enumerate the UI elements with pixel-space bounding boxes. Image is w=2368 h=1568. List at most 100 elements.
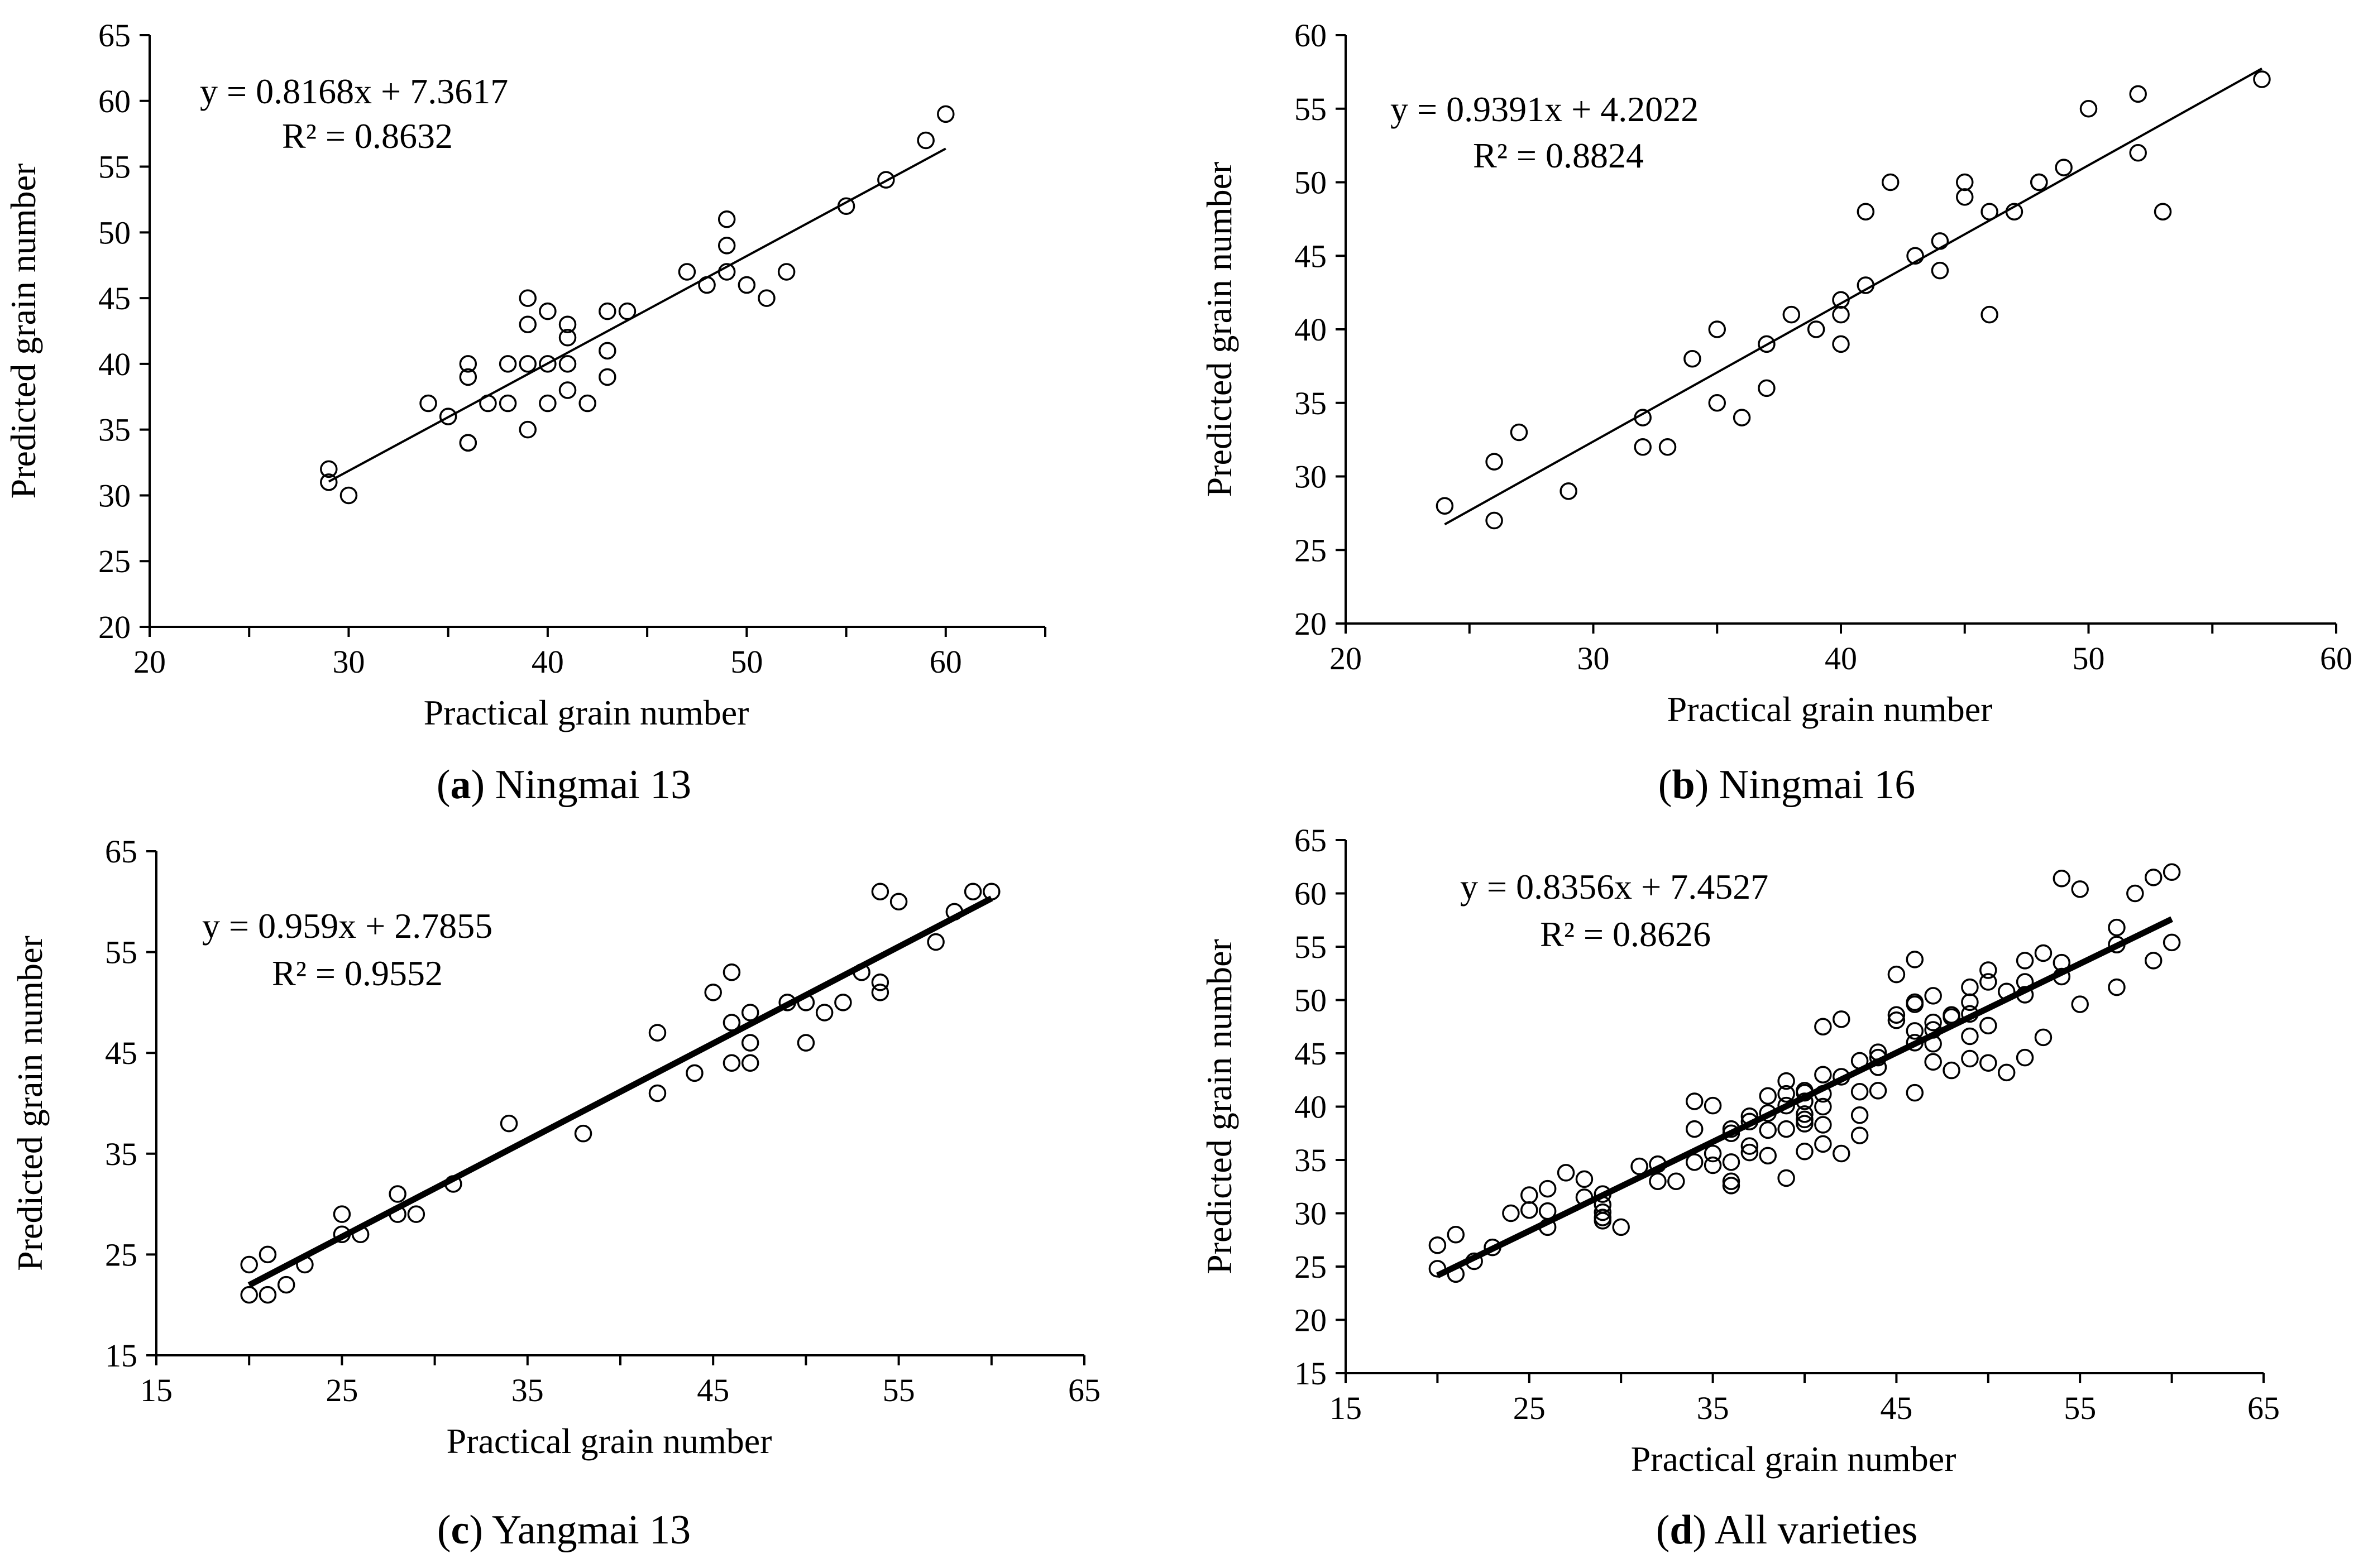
r-squared-label: R² = 0.8824 bbox=[1473, 136, 1644, 175]
data-point bbox=[2108, 918, 2126, 937]
data-point bbox=[1814, 1018, 1832, 1035]
caption-close: ) bbox=[469, 1507, 483, 1553]
data-point bbox=[1832, 305, 1850, 324]
data-point bbox=[2016, 973, 2034, 991]
data-point bbox=[2126, 884, 2144, 903]
data-point bbox=[1814, 1116, 1832, 1134]
data-point bbox=[599, 342, 616, 360]
y-tick-label: 25 bbox=[1294, 1249, 1327, 1285]
data-point bbox=[1722, 1172, 1740, 1190]
data-point bbox=[1740, 1107, 1759, 1125]
trendline bbox=[328, 147, 946, 483]
data-point bbox=[1759, 1147, 1777, 1165]
data-point bbox=[1740, 1137, 1759, 1155]
y-axis-label: Predicted grain number bbox=[1199, 939, 1239, 1274]
data-point bbox=[2253, 70, 2271, 88]
caption-d: (d) All varieties bbox=[1656, 1507, 1918, 1553]
data-point bbox=[2053, 870, 2071, 888]
data-point bbox=[1814, 1097, 1832, 1116]
data-point bbox=[1924, 987, 1942, 1005]
data-point bbox=[1869, 1058, 1887, 1076]
panel-c: 15 25 35 45 55 65 15 25 35 45 55 65 Practical grain … bbox=[10, 833, 1101, 1461]
data-point bbox=[1931, 232, 1949, 250]
data-point bbox=[419, 394, 437, 413]
r-squared-label: R² = 0.8626 bbox=[1540, 914, 1711, 954]
x-tick-label: 25 bbox=[326, 1372, 358, 1408]
data-point bbox=[1759, 1121, 1777, 1139]
data-point bbox=[1869, 1082, 1887, 1100]
data-point bbox=[1956, 188, 1974, 206]
data-point bbox=[2030, 173, 2048, 191]
y-tick-label: 60 bbox=[98, 83, 131, 119]
x-tick-label: 50 bbox=[730, 644, 763, 680]
data-point bbox=[240, 1286, 258, 1304]
data-point bbox=[444, 1175, 462, 1193]
data-point bbox=[1814, 1135, 1832, 1153]
y-tick-label: 45 bbox=[105, 1035, 137, 1071]
panel-a: 20 30 40 50 60 20 25 30 35 40 45 50 55 60 65 Practical … bbox=[3, 17, 1046, 732]
data-point bbox=[558, 381, 577, 399]
data-point bbox=[723, 1054, 741, 1072]
data-point bbox=[1502, 1204, 1520, 1222]
data-point bbox=[599, 302, 616, 320]
x-tick-label: 65 bbox=[2247, 1390, 2280, 1426]
caption-name: Ningmai 13 bbox=[485, 762, 691, 808]
regression-equation: y = 0.8356x + 7.4527 bbox=[1460, 867, 1768, 907]
y-tick-label: 35 bbox=[105, 1136, 137, 1172]
y-tick-label: 35 bbox=[98, 412, 131, 448]
data-point bbox=[558, 329, 577, 347]
data-point bbox=[1777, 1096, 1795, 1115]
y-tick-label: 35 bbox=[1294, 1142, 1327, 1178]
data-point bbox=[1612, 1218, 1630, 1236]
data-point bbox=[1979, 973, 1997, 991]
data-point bbox=[1649, 1155, 1667, 1173]
data-point bbox=[1759, 1087, 1777, 1105]
data-point bbox=[1447, 1225, 1465, 1244]
data-point bbox=[1807, 320, 1825, 338]
data-point bbox=[1833, 1068, 1850, 1086]
data-point bbox=[1850, 1106, 1869, 1124]
data-point bbox=[2034, 1028, 2053, 1047]
data-point bbox=[2108, 936, 2126, 953]
data-point bbox=[717, 210, 736, 228]
data-point bbox=[717, 263, 736, 281]
data-point bbox=[1575, 1188, 1594, 1206]
data-point bbox=[1980, 305, 1998, 324]
y-tick-label: 50 bbox=[1294, 165, 1327, 201]
data-point bbox=[1956, 173, 1974, 191]
y-tick-label: 45 bbox=[1294, 238, 1327, 274]
x-tick-label: 35 bbox=[1697, 1390, 1729, 1426]
data-point bbox=[1758, 379, 1776, 397]
data-point bbox=[459, 368, 477, 386]
data-point bbox=[1887, 1006, 1906, 1024]
y-tick-label: 65 bbox=[105, 833, 137, 870]
data-point bbox=[1796, 1105, 1814, 1123]
x-tick-label: 25 bbox=[1513, 1390, 1546, 1426]
r-squared-label: R² = 0.8632 bbox=[282, 116, 453, 156]
data-point bbox=[2055, 159, 2073, 176]
y-tick-label: 65 bbox=[98, 17, 131, 54]
regression-equation: y = 0.8168x + 7.3617 bbox=[200, 71, 508, 111]
data-point bbox=[1979, 1054, 1997, 1072]
data-point bbox=[2016, 1048, 2034, 1067]
x-tick-label: 45 bbox=[1880, 1390, 1912, 1426]
caption-close: ) bbox=[1695, 762, 1709, 808]
y-tick-label: 60 bbox=[1294, 17, 1327, 54]
data-point bbox=[1887, 1011, 1906, 1029]
data-point bbox=[1832, 335, 1850, 353]
data-point bbox=[240, 1255, 258, 1274]
data-point bbox=[1777, 1120, 1795, 1138]
y-tick-label: 25 bbox=[1294, 532, 1327, 568]
data-point bbox=[871, 984, 889, 1001]
data-point bbox=[871, 974, 889, 991]
data-point bbox=[937, 105, 955, 123]
data-point bbox=[741, 1034, 759, 1052]
data-point bbox=[1722, 1124, 1740, 1142]
data-point bbox=[574, 1124, 592, 1143]
data-point bbox=[1906, 1083, 1924, 1102]
caption-open: ( bbox=[1658, 762, 1672, 808]
trendline bbox=[247, 895, 993, 1288]
data-point bbox=[1740, 1143, 1759, 1162]
data-point bbox=[599, 368, 616, 386]
